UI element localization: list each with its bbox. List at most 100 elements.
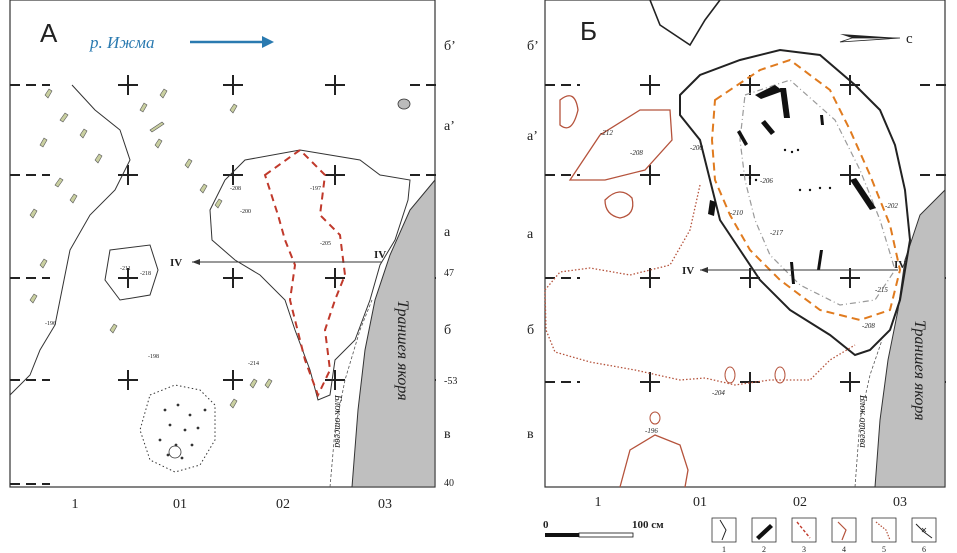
dotted-area [139,384,216,473]
depth-label: -206 [760,177,773,185]
svg-text:2: 2 [762,545,766,553]
panel-a-depths: -208 -200 -218 -211 -205 -198 -214 -196 … [45,186,331,367]
row-label: 47 [444,268,454,279]
depth-label: -208 [630,149,643,157]
panel-a-col-labels: 1 01 02 03 [72,497,393,512]
depth-label: -196 [645,427,658,435]
brown-contour-4 [619,434,689,488]
depth-label: -198 [148,354,159,360]
dump-boundary-b [854,339,883,488]
row-label: 40 [444,478,454,489]
depth-label: -204 [712,389,725,397]
legend: 1 2 3 4 5 [711,517,937,553]
col-label: 01 [693,495,707,510]
scale-start: 0 [543,519,549,531]
brown-small-1 [724,366,736,384]
scale-end: 100 см [632,519,664,531]
small-pit [168,445,182,459]
depth-label: -205 [320,241,331,247]
legend-item-6: 6 [911,517,937,553]
depth-label: -200 [240,209,251,215]
depth-label: -218 [140,271,151,277]
svg-text:5: 5 [882,545,886,553]
row-label: а [527,227,534,242]
brown-contour-1 [568,109,673,181]
row-label: б [444,323,451,338]
row-label: б’ [444,39,456,54]
red-dashed-contour [263,148,347,398]
depth-label: -210 [730,209,743,217]
brown-small-3 [649,411,661,425]
panel-b-row-labels: б’ а’ а б в [527,39,539,442]
depth-label: -212 [600,129,613,137]
depth-label: -200 [690,144,703,152]
row-label: а’ [444,119,455,134]
top-outline [649,0,721,47]
black-marks [708,85,876,284]
legend-item-1: 1 [711,517,737,553]
brown-small-2 [774,366,786,384]
dump-label-b: Блок отсева [857,394,868,448]
depth-label: -211 [120,266,131,272]
depth-label: -202 [885,202,898,210]
panel-a-letter: А [40,18,58,48]
section-label-b-left: IV [682,265,694,277]
stone-fragments [29,88,273,409]
panel-b-letter: Б [580,16,597,46]
panel-a-row-labels: б’ а’ а 47 б -53 в 40 [444,39,457,489]
pit-contour-small [104,244,159,301]
row-label: а’ [527,129,538,144]
dump-label: Блок отсева [332,394,343,448]
svg-text:1: 1 [722,545,726,553]
legend-item-2: 2 [751,517,777,553]
pit-contour-main [209,149,411,401]
depth-label: -217 [770,229,783,237]
section-label-b-right: IV [894,259,906,271]
section-label-a-left: IV [170,257,182,269]
depth-label: -197 [310,186,321,192]
panel-b-grid [545,75,950,392]
col-label: 1 [595,495,602,510]
orange-dashed-contour [710,58,902,322]
grey-dashdot-contour [739,79,896,306]
trench-label: Траншея якоря [394,300,411,401]
brown-contour-2 [559,95,579,129]
scale-bar: 0 100 см [543,519,664,538]
svg-text:3: 3 [802,545,806,553]
panel-b-col-labels: 1 01 02 03 [595,495,908,510]
row-label: в [444,427,451,442]
dump-boundary [329,299,373,488]
pit-contour-left [9,84,131,396]
row-label: б’ [527,39,539,54]
legend-item-5: 5 [871,517,897,553]
dotted-area-points [158,403,207,460]
depth-label: -214 [248,361,259,367]
section-line-b: IV IV [682,259,906,277]
north-label: с [906,31,913,47]
anchor-trench [351,178,436,488]
section-label-a-right: IV [374,249,386,261]
river-arrow [190,36,274,48]
trench-label-b: Траншея якоря [911,320,928,421]
main-contour-b [679,48,912,357]
black-dots [748,148,832,192]
depth-label: -215 [875,286,888,294]
row-label: б [527,323,534,338]
col-label: 01 [173,497,187,512]
brown-dotted-contour [544,184,856,386]
section-line-a: IV IV [170,249,386,269]
svg-text:4: 4 [842,545,846,553]
anchor-trench-b [874,188,946,488]
panel-a: А р. Ижма Траншея якоря Блок отсева [9,0,457,512]
panel-b-depths: -212 -208 -200 -206 -202 -210 -217 -215 … [600,129,898,435]
row-label: а [444,225,451,240]
depth-label: -208 [230,186,241,192]
panel-a-grid [10,75,440,485]
brown-contour-3 [604,191,634,219]
col-label: 02 [793,495,807,510]
depth-label: -196 [45,321,56,327]
legend-item-3: 3 [791,517,817,553]
river-label: р. Ижма [89,33,154,52]
svg-text:6: 6 [922,545,926,553]
